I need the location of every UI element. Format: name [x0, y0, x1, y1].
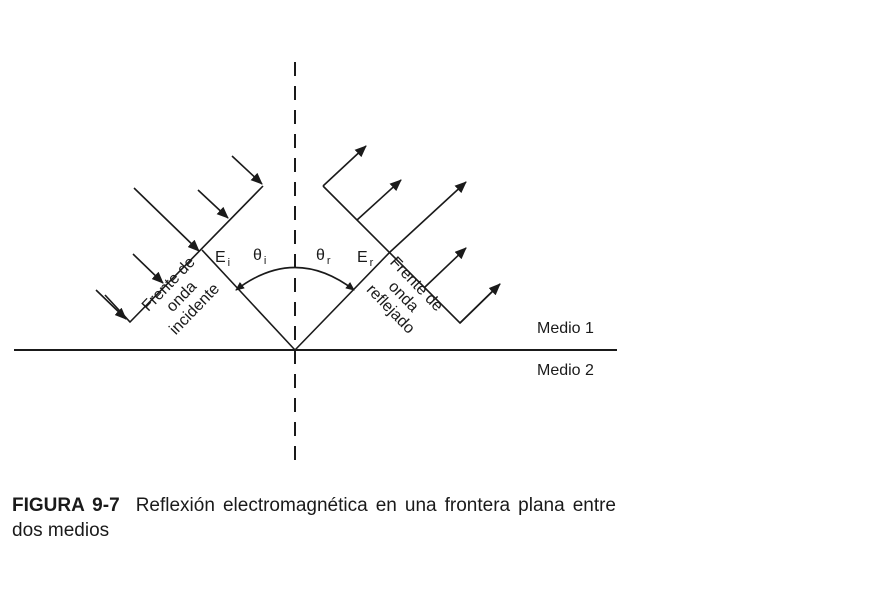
reflected-arrow-2 — [356, 179, 402, 221]
reflected-wave — [294, 145, 501, 351]
incident-arrow-2 — [197, 189, 229, 219]
figure-caption: FIGURA 9-7 Reflexión electromagnética en… — [12, 493, 616, 543]
incident-arrow-5 — [95, 289, 127, 320]
caption-label: FIGURA 9-7 — [12, 495, 120, 516]
angle-arc — [235, 266, 355, 291]
incident-wavefront-bracket — [104, 185, 264, 324]
incident-ray — [201, 249, 296, 351]
reflected-arrow-1 — [322, 145, 367, 187]
reflected-ray — [294, 251, 391, 351]
incident-wave — [95, 155, 296, 351]
medium-1-label: Medio 1 — [537, 320, 594, 337]
incident-arrow-3 — [133, 187, 200, 252]
caption-text: Reflexión electromagnética en una fronte… — [12, 495, 617, 541]
incident-arrow-1 — [231, 155, 263, 185]
incident-arrow-4 — [132, 253, 164, 284]
reflected-arrow-5 — [459, 283, 501, 324]
reflected-arrow-4 — [424, 247, 467, 288]
reflected-arrow-3 — [389, 181, 467, 253]
incident-front-label: Frente de onda incidente — [139, 254, 223, 339]
medium-2-label: Medio 2 — [537, 362, 594, 379]
